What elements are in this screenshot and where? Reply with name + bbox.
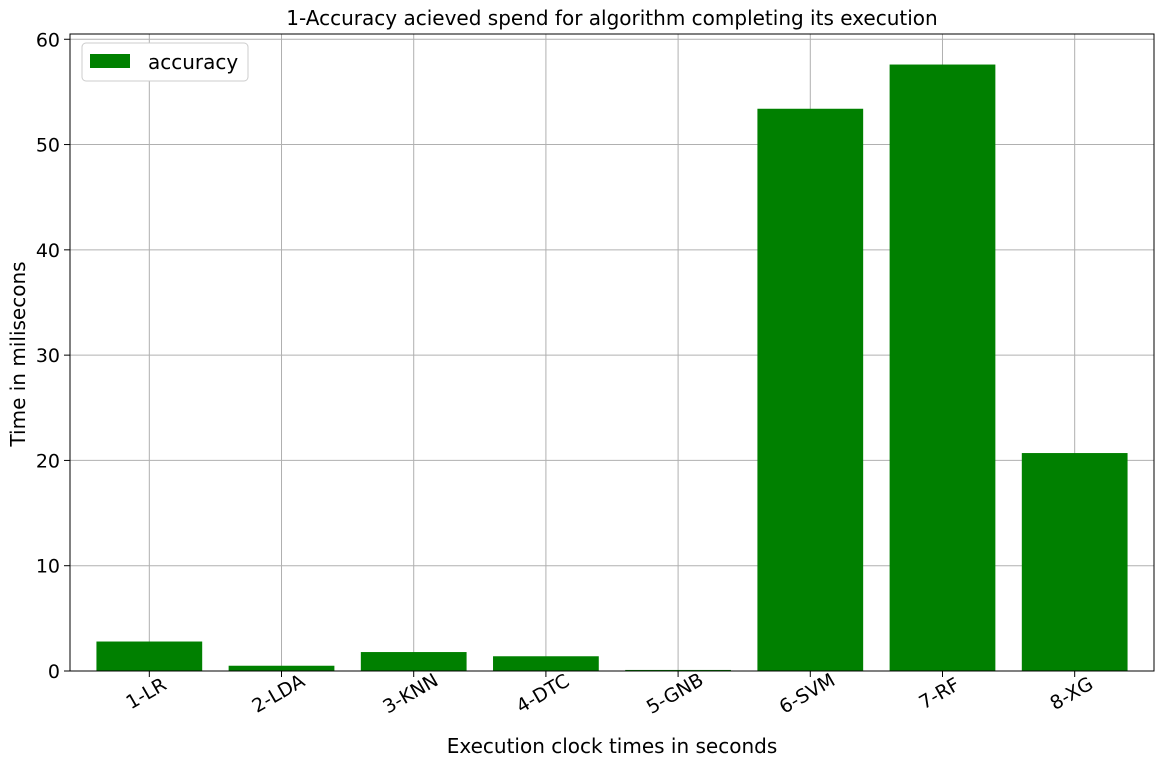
- chart-title: 1-Accuracy acieved spend for algorithm c…: [286, 6, 937, 30]
- y-tick-label: 30: [36, 345, 60, 367]
- y-tick-label: 60: [36, 29, 60, 51]
- y-axis-label: Time in milisecons: [6, 261, 30, 447]
- bars: [96, 64, 1128, 672]
- y-tick-label: 0: [48, 661, 60, 683]
- grid-lines: [70, 34, 1154, 672]
- bar-3-KNN: [360, 652, 467, 671]
- legend-swatch-accuracy: [90, 54, 130, 68]
- bar-1-LR: [96, 641, 203, 671]
- y-tick-label: 50: [36, 135, 60, 157]
- bar-4-DTC: [493, 656, 599, 671]
- bar-8-XG: [1021, 453, 1128, 671]
- legend-box: [81, 42, 249, 82]
- y-tick-label: 10: [36, 556, 60, 578]
- y-tick-label: 40: [36, 240, 60, 262]
- y-axis-ticks: 0 10 20 30 40 50 60: [36, 29, 70, 683]
- bar-2-LDA: [228, 665, 335, 671]
- plot-frame: [69, 33, 1155, 672]
- bar-5-GNB: [625, 669, 731, 671]
- legend: accuracy: [81, 42, 249, 82]
- bar-7-RF: [889, 64, 996, 672]
- y-tick-label: 20: [36, 450, 60, 472]
- x-axis-label: Execution clock times in seconds: [447, 734, 778, 758]
- legend-label-accuracy: accuracy: [148, 50, 238, 74]
- bar-6-SVM: [757, 108, 864, 671]
